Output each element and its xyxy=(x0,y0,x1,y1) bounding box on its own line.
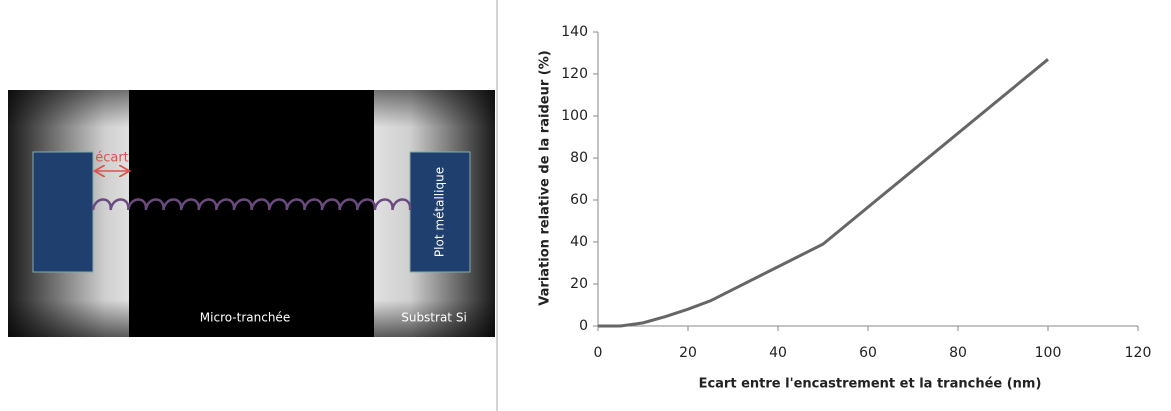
data-line xyxy=(598,58,1049,328)
y-tick-label: 140 xyxy=(561,24,588,40)
y-tick-label: 80 xyxy=(570,150,588,166)
gap-label: écart xyxy=(95,151,129,166)
y-tick-label: 100 xyxy=(561,108,588,124)
x-axis-title: Ecart entre l'encastrement et la tranché… xyxy=(699,377,1042,392)
y-tick-label: 0 xyxy=(579,318,588,334)
y-tick-label: 120 xyxy=(561,66,588,82)
chart: Ecart entre l'encastrement et la tranché… xyxy=(538,24,1152,392)
x-tick-label: 40 xyxy=(769,345,787,361)
pad-right xyxy=(409,151,471,273)
x-tick-label: 20 xyxy=(679,345,697,361)
substrate-label: Substrat Si xyxy=(401,311,467,325)
y-tick-label: 60 xyxy=(570,192,588,208)
x-tick-label: 80 xyxy=(949,345,967,361)
pad-left xyxy=(32,151,94,273)
x-tick-label: 100 xyxy=(1035,345,1062,361)
trench-label: Micro-tranchée xyxy=(200,311,290,325)
y-tick-label: 20 xyxy=(570,276,588,292)
x-tick-label: 0 xyxy=(594,345,603,361)
x-tick-label: 60 xyxy=(859,345,877,361)
x-tick-label: 120 xyxy=(1125,345,1152,361)
pad-label: Plot métallique xyxy=(433,167,447,257)
diagram: écart Micro-tranchée Substrat Si Plot mé… xyxy=(8,90,495,337)
y-axis-title: Variation relative de la raideur (%) xyxy=(538,50,553,305)
y-tick-label: 40 xyxy=(570,234,588,250)
